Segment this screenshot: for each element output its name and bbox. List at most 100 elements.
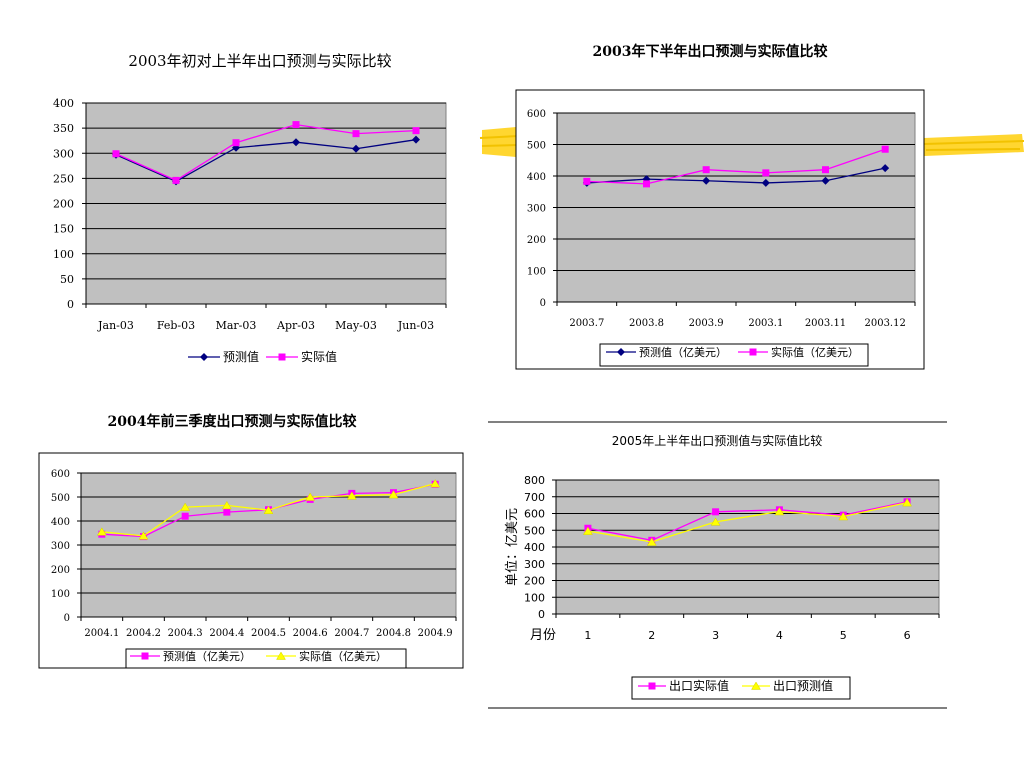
data-point [822,166,829,174]
data-point [761,178,770,187]
x-tick-label: 2004.4 [209,628,244,639]
legend-box [599,343,869,367]
y-tick-label: 600 [524,508,545,521]
legend-marker [278,353,286,361]
legend-marker [648,682,656,690]
y-tick-label: 200 [524,575,545,588]
chart-2004-q1-q3: 2004年前三季度出口预测与实际值比较 0 100 200 300 400 500 600 20… [38,413,464,669]
y-tick-label: 400 [524,541,545,554]
chart-2005-h1: 2005年上半年出口预测值与实际值比较 0 100 200 300 400 500 600 70… [488,421,947,709]
y-tick-label: 300 [51,541,70,552]
series-line [586,148,886,185]
chart-title: 2003年初对上半年出口预测与实际比较 [128,52,391,70]
series-line [587,501,908,543]
legend-marker [749,348,757,356]
data-point [412,127,420,135]
data-point [181,512,189,520]
legend-marker [276,651,286,660]
x-tick-label: 2003.7 [569,318,604,329]
data-point [412,135,420,144]
x-tick-label: 2004.3 [168,628,203,639]
data-point [902,498,913,507]
chart-title: 2003年下半年出口预测与实际值比较 [593,43,828,60]
y-axis-label: 单位：亿美元 [505,508,520,586]
y-tick-label: 500 [527,141,546,152]
x-tick-label: 6 [904,629,911,642]
x-tick-label: May-03 [335,319,377,332]
y-tick-label: 500 [51,493,70,504]
y-tick-label: 100 [51,589,70,600]
y-tick-label: 0 [67,298,74,311]
data-point [221,500,232,510]
data-point [881,145,889,153]
x-tick-label: Jan-03 [97,319,134,332]
x-tick-label: 2004.9 [418,628,453,639]
y-tick-label: 400 [527,172,546,183]
data-point [646,537,657,546]
y-tick-label: 250 [53,172,74,185]
y-tick-label: 200 [527,235,546,246]
legend-label: 出口预测值 [773,678,833,693]
series-line [115,139,417,183]
series-line [586,167,886,184]
data-point [583,177,591,185]
chart-title: 2004年前三季度出口预测与实际值比较 [108,413,357,430]
x-tick-label: 2003.9 [689,318,724,329]
legend-marker [617,348,625,356]
x-tick-label: Mar-03 [216,319,257,332]
data-point [838,512,849,521]
data-point [292,138,300,147]
data-point [774,507,785,516]
y-tick-label: 800 [524,474,545,487]
data-point [223,508,231,516]
y-tick-label: 300 [524,558,545,571]
legend-marker [141,652,149,660]
y-tick-label: 150 [53,223,74,236]
y-tick-label: 350 [53,122,74,135]
legend-label: 实际值 [301,349,337,364]
y-tick-label: 300 [527,204,546,215]
data-point [352,144,360,153]
data-point [702,176,711,185]
x-tick-label: 2004.6 [293,628,328,639]
x-tick-label: 2004.2 [126,628,161,639]
y-tick-label: 100 [527,267,546,278]
y-tick-label: 100 [524,591,545,604]
y-tick-label: 400 [51,517,70,528]
legend-label: 实际值（亿美元） [299,649,387,663]
data-point [112,150,120,158]
x-tick-label: 2004.1 [84,628,119,639]
data-point [582,526,593,535]
x-tick-label: 5 [840,629,847,642]
chart-2003-h1: 2003年初对上半年出口预测与实际比较 0 50 100 150 200 250 300 350… [53,52,447,364]
data-point [821,176,830,185]
data-point [712,508,720,516]
legend-label: 实际值（亿美元） [771,345,859,359]
data-point [388,490,399,499]
y-tick-label: 600 [527,109,546,120]
x-tick-label: 1 [584,629,591,642]
data-point [172,176,180,184]
x-tick-label: 4 [776,629,783,642]
data-point [352,130,360,138]
data-point [292,121,300,129]
y-tick-label: 300 [53,147,74,160]
x-tick-label: Jun-03 [397,319,434,332]
y-tick-label: 400 [53,97,74,110]
legend-marker [751,681,761,690]
data-point [643,180,650,188]
data-point [232,139,240,147]
data-point [762,169,770,177]
chart-2003-h2: 2003年下半年出口预测与实际值比较 0 100 200 300 400 500 600 200… [515,43,925,370]
legend-box [631,676,851,700]
data-point [710,517,721,526]
y-tick-label: 600 [51,469,70,480]
data-point [702,166,710,174]
y-tick-label: 0 [538,608,545,621]
legend-label: 出口实际值 [669,678,729,693]
x-tick-label: 3 [712,629,719,642]
data-point [263,505,274,514]
legend-label: 预测值 [223,349,259,364]
data-point [96,527,107,536]
